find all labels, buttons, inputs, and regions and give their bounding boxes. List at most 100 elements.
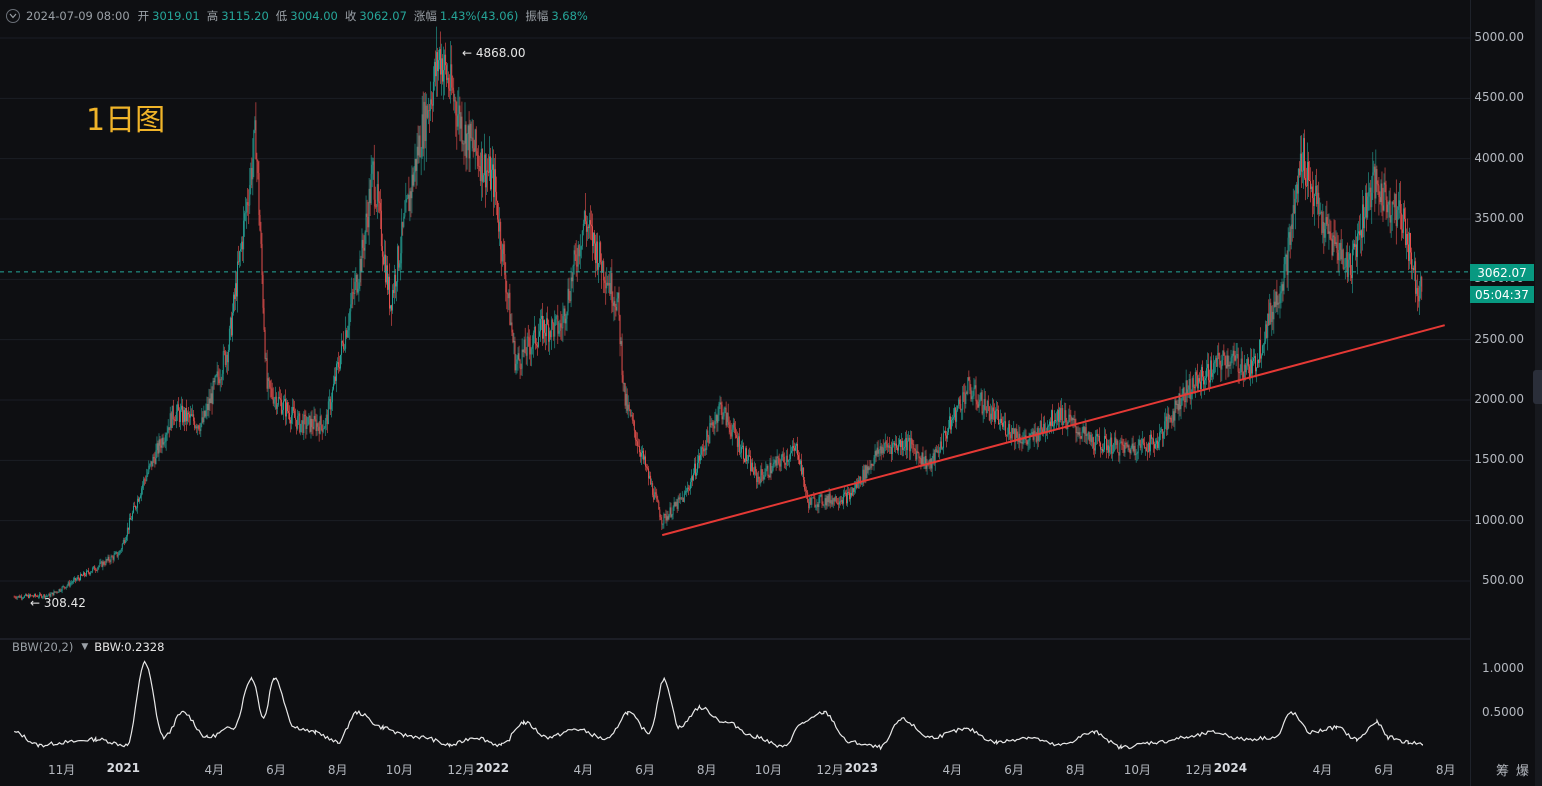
- candle-body: [879, 446, 881, 451]
- candle-body: [885, 441, 887, 444]
- candle-body: [950, 416, 951, 430]
- candle-body: [273, 399, 275, 404]
- candle-body: [335, 376, 336, 381]
- candle-body: [430, 99, 432, 105]
- candle-body: [619, 315, 621, 345]
- candle-body: [490, 156, 491, 190]
- candle-body: [388, 276, 389, 290]
- candle-body: [1366, 192, 1368, 218]
- candle-body: [1416, 288, 1418, 294]
- indicator-menu-caret-icon[interactable]: ▼: [81, 642, 89, 652]
- candle-body: [288, 411, 289, 413]
- candle-body: [1239, 371, 1241, 373]
- candle-body: [62, 586, 64, 588]
- candle-body: [737, 436, 739, 447]
- candle-body: [1308, 161, 1309, 181]
- candle-body: [1241, 358, 1243, 373]
- bbw-axis-label-1: 1.0000: [1482, 661, 1524, 675]
- candle-body: [912, 444, 914, 445]
- candle-body: [95, 570, 97, 571]
- candle-body: [1007, 434, 1009, 436]
- candle-body: [781, 453, 783, 461]
- candle-body: [1111, 437, 1113, 454]
- candle-body: [211, 393, 213, 404]
- collapse-chevron-icon[interactable]: [6, 9, 20, 23]
- candle-body: [405, 199, 407, 213]
- liquidation-button[interactable]: 爆: [1516, 764, 1530, 779]
- candle-body: [713, 426, 715, 429]
- candle-body: [749, 455, 751, 457]
- candle-body: [280, 399, 282, 414]
- candle-body: [109, 560, 111, 562]
- candle-body: [1238, 371, 1240, 373]
- candle-body: [377, 184, 379, 202]
- candle-body: [865, 465, 867, 478]
- candle-body: [70, 582, 72, 584]
- candle-body: [1349, 253, 1351, 276]
- candle-body: [373, 161, 375, 200]
- candle-body: [669, 507, 671, 515]
- candle-body: [745, 448, 746, 462]
- candle-body: [1357, 233, 1358, 257]
- candle-body: [543, 320, 544, 339]
- candle-body: [128, 518, 130, 530]
- candle-body: [1390, 215, 1392, 223]
- candle-body: [1380, 183, 1382, 203]
- candle-body: [562, 316, 564, 329]
- side-panel-handle[interactable]: [1533, 370, 1542, 404]
- candle-body: [1333, 235, 1335, 237]
- candle-body: [734, 427, 736, 436]
- candle-body: [772, 464, 774, 471]
- candle-body: [636, 441, 638, 446]
- candle-body: [940, 441, 942, 449]
- candle-body: [1142, 438, 1144, 443]
- candle-body: [231, 312, 233, 336]
- candle-body: [1068, 414, 1070, 423]
- candle-body: [344, 348, 346, 350]
- candle-body: [1035, 433, 1037, 442]
- candle-body: [1288, 232, 1290, 238]
- candle-body: [333, 376, 335, 384]
- candle-body: [1251, 361, 1253, 374]
- candle-body: [189, 414, 191, 418]
- candle-body: [1375, 169, 1377, 199]
- candle-body: [674, 502, 676, 507]
- candle-body: [228, 328, 230, 350]
- candle-body: [1226, 355, 1228, 369]
- candle-body: [469, 123, 471, 159]
- candle-body: [233, 294, 234, 313]
- candle-body: [560, 323, 562, 328]
- candle-body: [894, 443, 896, 446]
- candle-body: [907, 440, 909, 451]
- candle-body: [446, 65, 448, 80]
- candle-body: [702, 447, 704, 449]
- candle-body: [703, 448, 705, 452]
- candle-body: [82, 575, 83, 577]
- candle-body: [139, 497, 141, 502]
- candle-body: [1042, 423, 1044, 434]
- chips-button[interactable]: 筹: [1496, 764, 1510, 779]
- candle-body: [1222, 350, 1224, 361]
- candle-body: [110, 556, 112, 562]
- candle-body: [418, 135, 420, 156]
- candle-body: [482, 175, 484, 182]
- price-axis-label: 1500.00: [1474, 452, 1524, 467]
- candle-body: [942, 432, 944, 449]
- candle-body: [1096, 434, 1098, 437]
- candle-body: [1194, 372, 1196, 389]
- candle-body: [162, 437, 164, 445]
- candle-body: [1153, 438, 1154, 445]
- indicator-name[interactable]: BBW(20,2): [12, 640, 74, 654]
- candle-body: [1120, 441, 1122, 443]
- candle-body: [842, 494, 844, 504]
- candle-body: [1214, 361, 1216, 364]
- candle-body: [1082, 426, 1084, 432]
- candle-body: [256, 159, 258, 162]
- candle-body: [686, 487, 688, 492]
- candle-body: [1395, 194, 1397, 227]
- candle-body: [177, 404, 179, 411]
- candle-body: [583, 211, 585, 224]
- candle-body: [1114, 437, 1116, 444]
- time-axis-month-label: 10月: [385, 763, 413, 777]
